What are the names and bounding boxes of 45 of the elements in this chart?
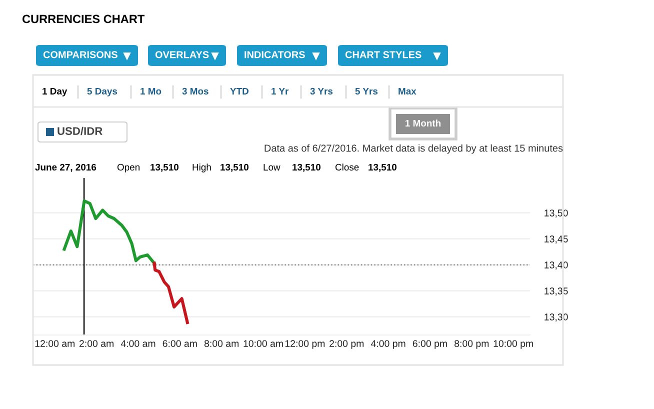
text: Close bbox=[335, 164, 359, 171]
text: 5 Yrs bbox=[355, 88, 378, 95]
text: 13,510 bbox=[292, 164, 320, 172]
text: 13,510 bbox=[220, 164, 248, 172]
x-tick-label: 4:00 pm bbox=[370, 340, 406, 349]
line-series bbox=[152, 262, 189, 324]
text: 1 Month bbox=[406, 120, 441, 127]
x-tick-label: 12:00 pm bbox=[285, 340, 325, 349]
y-tick-label: 13,45 bbox=[544, 236, 568, 244]
text: USD/IDR bbox=[58, 126, 102, 136]
y-tick-label: 13,35 bbox=[544, 288, 568, 296]
text: 3 Yrs bbox=[310, 88, 333, 95]
text: 1 Mo bbox=[140, 88, 162, 95]
x-tick-label: 2:00 pm bbox=[330, 340, 364, 349]
text: Low bbox=[264, 164, 280, 171]
x-tick-label: 12:00 am bbox=[35, 340, 75, 347]
line-series bbox=[62, 199, 156, 265]
text: OVERLAYS bbox=[155, 51, 209, 58]
x-tick-label: 8:00 am bbox=[204, 340, 239, 347]
x-tick-label: 10:00 am bbox=[244, 340, 283, 347]
text: 13,510 bbox=[368, 164, 396, 172]
text: 13,510 bbox=[150, 164, 178, 172]
x-tick-label: 8:00 pm bbox=[454, 340, 489, 349]
text: High bbox=[192, 164, 211, 172]
text: COMPARISONS bbox=[43, 51, 118, 58]
text: June 27, 2016 bbox=[35, 164, 96, 172]
x-tick-label: 6:00 pm bbox=[412, 340, 447, 349]
text: CHART STYLES bbox=[345, 51, 422, 58]
text: 3 Mos bbox=[182, 88, 208, 95]
x-tick-label: 10:00 pm bbox=[494, 340, 533, 349]
text: YTD bbox=[230, 88, 248, 94]
chart-title: CURRENCIES CHART bbox=[22, 14, 145, 24]
text: Open bbox=[117, 164, 140, 172]
y-tick-label: 13,30 bbox=[544, 314, 568, 322]
text: 1 Yr bbox=[272, 88, 289, 94]
y-tick-label: 13,50 bbox=[544, 210, 568, 218]
x-tick-label: 4:00 am bbox=[120, 340, 156, 347]
text: Data as of 6/27/2016. Market data is delayed by at least 15 minutes bbox=[264, 144, 563, 154]
text: 5 Days bbox=[87, 88, 118, 96]
x-tick-label: 2:00 am bbox=[79, 340, 114, 347]
y-tick-label: 13,40 bbox=[544, 262, 568, 270]
x-tick-label: 6:00 am bbox=[162, 340, 197, 347]
text: Max bbox=[398, 88, 416, 95]
text: INDICATORS bbox=[244, 51, 305, 58]
text: 1 Day bbox=[42, 88, 68, 96]
